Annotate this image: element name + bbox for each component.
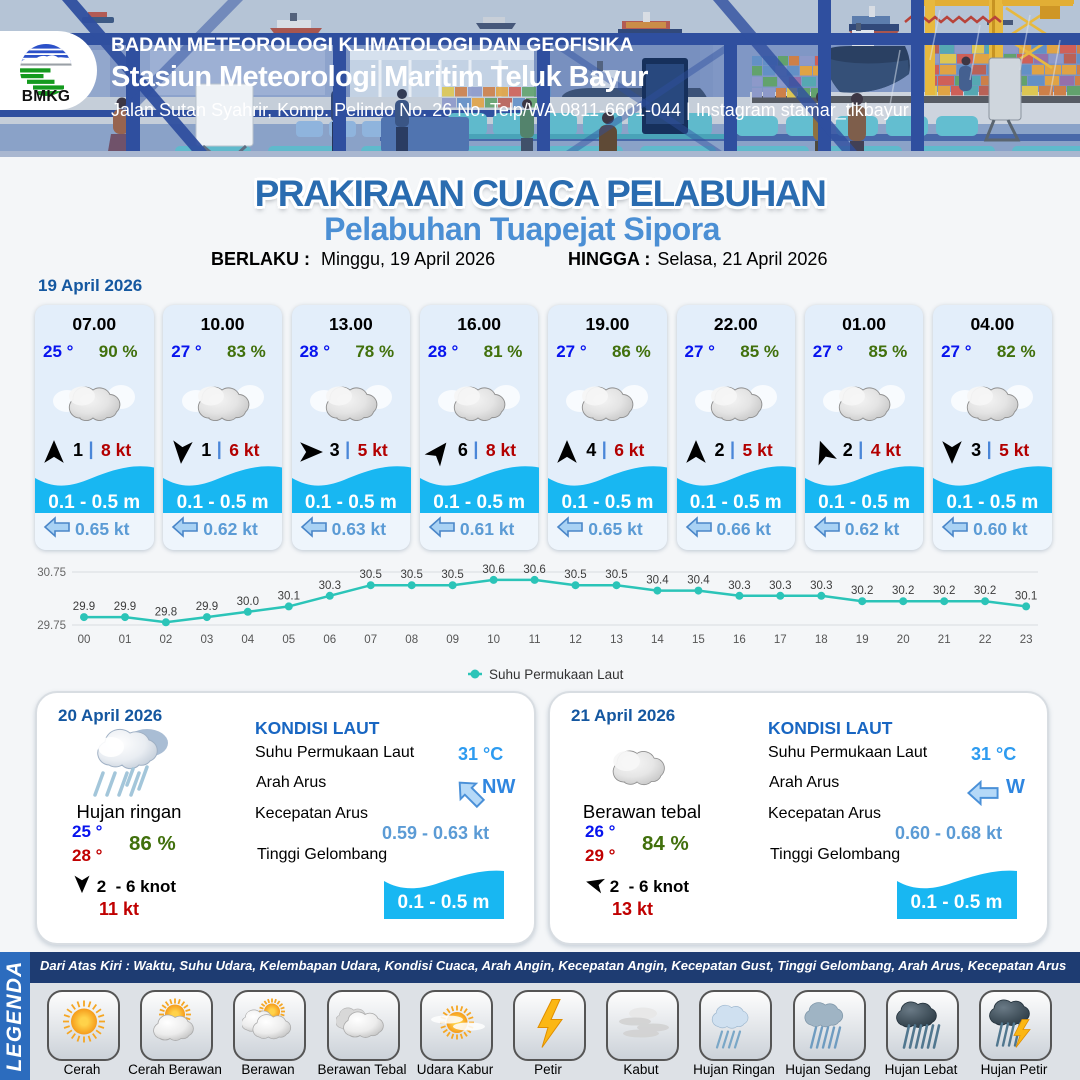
svg-text:29.9: 29.9: [73, 601, 95, 613]
svg-text:30.75: 30.75: [37, 567, 66, 579]
svg-text:05: 05: [282, 634, 295, 646]
svg-text:12: 12: [569, 634, 582, 646]
svg-text:Suhu Permukaan Laut: Suhu Permukaan Laut: [489, 667, 624, 682]
svg-text:29.75: 29.75: [37, 620, 66, 632]
svg-text:30.4: 30.4: [687, 575, 710, 587]
svg-text:11: 11: [529, 634, 541, 646]
svg-text:30.0: 30.0: [237, 596, 259, 608]
svg-text:29.9: 29.9: [114, 601, 136, 613]
svg-text:30.5: 30.5: [564, 569, 586, 581]
svg-text:30.5: 30.5: [441, 569, 463, 581]
svg-text:30.2: 30.2: [974, 585, 996, 597]
svg-text:30.5: 30.5: [605, 569, 627, 581]
svg-text:23: 23: [1020, 634, 1033, 646]
svg-text:14: 14: [651, 634, 664, 646]
svg-text:20: 20: [897, 634, 910, 646]
svg-text:09: 09: [446, 634, 459, 646]
svg-text:22: 22: [979, 634, 992, 646]
svg-text:29.8: 29.8: [155, 606, 177, 618]
svg-text:30.5: 30.5: [360, 569, 382, 581]
svg-text:30.3: 30.3: [769, 580, 791, 592]
svg-text:18: 18: [815, 634, 828, 646]
svg-text:30.6: 30.6: [523, 564, 545, 576]
svg-text:04: 04: [241, 634, 254, 646]
svg-text:30.1: 30.1: [278, 590, 300, 602]
svg-text:30.3: 30.3: [810, 580, 832, 592]
svg-text:10: 10: [487, 634, 500, 646]
svg-text:30.4: 30.4: [646, 575, 669, 587]
svg-text:30.5: 30.5: [401, 569, 423, 581]
svg-text:30.2: 30.2: [892, 585, 914, 597]
svg-text:03: 03: [201, 634, 214, 646]
svg-text:17: 17: [774, 634, 787, 646]
svg-text:30.3: 30.3: [319, 580, 341, 592]
svg-text:16: 16: [733, 634, 746, 646]
svg-text:30.6: 30.6: [482, 564, 504, 576]
svg-text:15: 15: [692, 634, 705, 646]
svg-text:08: 08: [405, 634, 418, 646]
svg-text:06: 06: [323, 634, 336, 646]
svg-text:30.3: 30.3: [728, 580, 750, 592]
svg-text:07: 07: [364, 634, 377, 646]
svg-text:30.2: 30.2: [933, 585, 955, 597]
svg-text:30.1: 30.1: [1015, 590, 1037, 602]
svg-text:02: 02: [160, 634, 173, 646]
svg-text:29.9: 29.9: [196, 601, 218, 613]
svg-text:19: 19: [856, 634, 869, 646]
svg-text:00: 00: [78, 634, 91, 646]
svg-text:01: 01: [119, 634, 132, 646]
svg-text:21: 21: [938, 634, 951, 646]
svg-text:13: 13: [610, 634, 623, 646]
svg-text:30.2: 30.2: [851, 585, 873, 597]
